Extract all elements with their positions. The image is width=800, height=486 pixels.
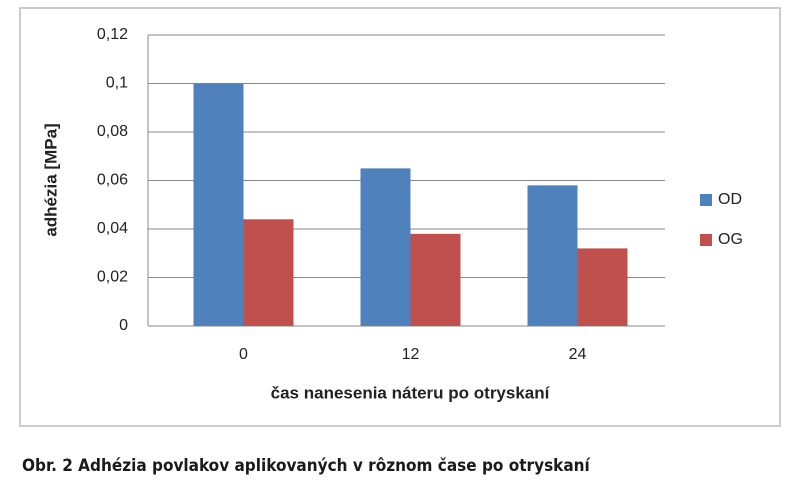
bar xyxy=(527,185,578,326)
y-tick-label: 0,12 xyxy=(97,26,128,43)
legend-swatch xyxy=(700,234,712,246)
x-tick-label: 0 xyxy=(239,346,248,363)
legend-swatch xyxy=(700,194,712,206)
y-tick-label: 0,02 xyxy=(97,269,128,286)
x-axis-label: čas nanesenia náteru po otryskaní xyxy=(271,383,551,402)
x-tick-label: 24 xyxy=(569,346,587,363)
y-tick-label: 0,04 xyxy=(97,220,128,237)
bar xyxy=(360,168,411,326)
y-tick-label: 0 xyxy=(119,317,128,334)
bar xyxy=(243,219,294,326)
x-tick-label: 12 xyxy=(402,346,420,363)
legend-label: OG xyxy=(718,231,743,248)
bar xyxy=(410,233,461,326)
bar xyxy=(577,248,628,326)
y-axis-label: adhézia [MPa] xyxy=(41,123,60,236)
bar xyxy=(193,83,244,326)
y-tick-label: 0,1 xyxy=(106,75,128,92)
legend-label: OD xyxy=(718,191,742,208)
y-tick-label: 0,06 xyxy=(97,172,128,189)
y-tick-label: 0,08 xyxy=(97,123,128,140)
caption: Obr. 2 Adhézia povlakov aplikovaných v r… xyxy=(22,456,591,476)
chart-border xyxy=(19,7,781,427)
